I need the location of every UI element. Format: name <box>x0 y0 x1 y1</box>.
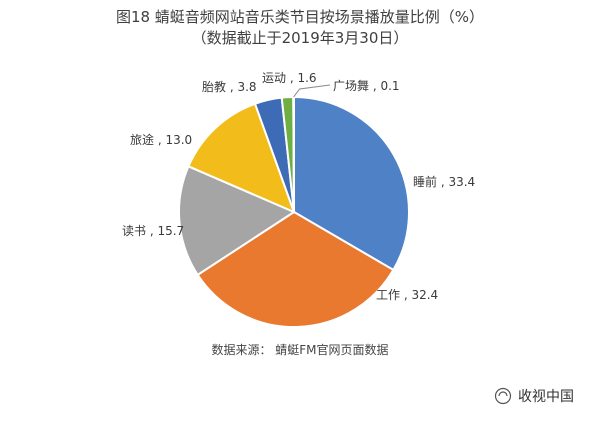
slice-label-2: 工作 , 32.4 <box>376 288 438 302</box>
slice-label-3: 读书 , 15.7 <box>122 224 184 238</box>
watermark-brand: 收视中国 <box>494 386 574 406</box>
leader-line <box>294 85 330 97</box>
slice-label-7: 广场舞 , 0.1 <box>333 79 400 93</box>
slice-label-6: 运动 , 1.6 <box>262 71 317 85</box>
brand-name: 收视中国 <box>518 386 574 406</box>
slice-label-1: 睡前 , 33.4 <box>413 174 475 189</box>
slice-label-4: 旅途 , 13.0 <box>130 132 192 147</box>
pie-slice-7 <box>293 97 294 212</box>
data-source-note: 数据来源： 蜻蜓FM官网页面数据 <box>0 341 600 358</box>
slice-label-5: 胎教 , 3.8 <box>202 79 257 94</box>
wechat-logo-icon <box>494 387 512 405</box>
